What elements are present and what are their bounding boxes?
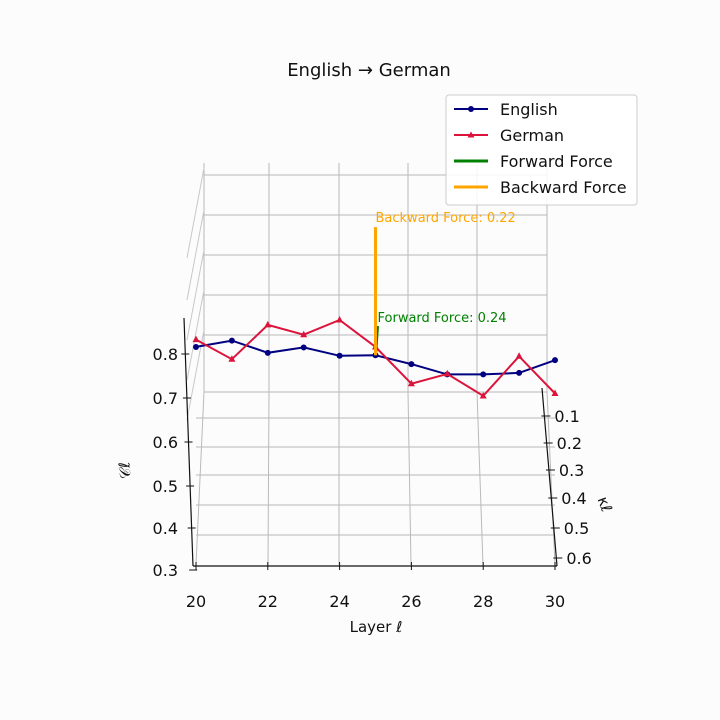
point-english-23 — [300, 344, 307, 351]
z-tick-label-0.7: 0.7 — [153, 389, 178, 408]
floor-grid-line-5 — [546, 391, 556, 566]
legend-label-backward-force: Backward Force — [500, 178, 627, 197]
point-english-29 — [516, 369, 523, 376]
x-tick-label-24: 24 — [329, 592, 349, 611]
point-english-21 — [228, 337, 235, 344]
x-axis-label: Layer ℓ — [350, 618, 403, 636]
legend-label-german: German — [500, 126, 564, 145]
point-english-22 — [264, 349, 271, 356]
y-tick-label-0.3: 0.3 — [559, 461, 584, 480]
point-german-20 — [192, 335, 200, 343]
x-tick-label-20: 20 — [186, 592, 206, 611]
legend-marker-english — [468, 106, 474, 112]
y-tick-label-0.2: 0.2 — [557, 434, 582, 453]
y-axis-label: κℓ — [594, 494, 616, 514]
legend-label-forward-force: Forward Force — [500, 152, 613, 171]
point-german-26 — [407, 379, 415, 387]
legend-box — [445, 94, 638, 206]
chart-ticks: 20 22 24 26 28 30 0.3 0.4 0.5 0.6 0.7 0.8 0.1 0.2 0.3 0… — [153, 345, 592, 611]
side-grid-line-3 — [186, 289, 205, 381]
x-tick-label-22: 22 — [258, 592, 278, 611]
point-german-30 — [551, 389, 559, 396]
z-axis-label: 𝒞ℓ — [115, 461, 134, 480]
legend-entry-backward-force: Backward Force — [454, 178, 627, 197]
floor-grid-line-0 — [195, 391, 205, 566]
z-tick-label-0.3: 0.3 — [153, 561, 178, 580]
force-vectors: Forward Force: 0.24 Backward Force: 0.22 — [374, 211, 516, 356]
side-grid-line-0 — [186, 167, 205, 259]
z-tick-label-0.4: 0.4 — [153, 519, 178, 538]
side-grid-line-1 — [186, 209, 205, 301]
point-german-27 — [443, 369, 451, 377]
backward-force-label: Backward Force: 0.22 — [376, 211, 516, 226]
chart-title: English → German — [287, 60, 451, 81]
legend-entry-german: German — [454, 126, 564, 145]
point-english-26 — [408, 361, 415, 368]
chart-legend: English German Forward Force Backward Fo… — [445, 94, 638, 206]
point-english-28 — [480, 371, 487, 378]
z-tick-label-0.6: 0.6 — [153, 433, 178, 452]
z-tick-label-0.8: 0.8 — [153, 345, 178, 364]
x-tick-label-28: 28 — [473, 592, 493, 611]
point-german-29 — [515, 352, 523, 359]
point-german-21 — [228, 355, 236, 362]
y-tick-label-0.1: 0.1 — [554, 407, 579, 426]
x-tick-label-30: 30 — [545, 592, 565, 611]
legend-label-english: English — [500, 100, 558, 119]
x-tick-label-26: 26 — [401, 592, 421, 611]
floor-grid-line-4 — [476, 391, 484, 566]
y-tick-label-0.5: 0.5 — [564, 519, 589, 538]
floor-grid-line-1 — [267, 391, 270, 566]
forward-force-label: Forward Force: 0.24 — [378, 311, 507, 326]
legend-marker-german — [467, 131, 475, 138]
point-german-22 — [264, 320, 272, 328]
y-axis-line — [541, 387, 558, 567]
floor-grid-line-3 — [407, 391, 412, 566]
legend-entry-forward-force: Forward Force — [454, 152, 613, 171]
y-tick-label-0.6: 0.6 — [566, 549, 591, 568]
y-tick-label-0.4: 0.4 — [561, 489, 586, 508]
side-grid-line-2 — [186, 249, 205, 341]
legend-entry-english: English — [454, 100, 558, 119]
point-german-28 — [479, 391, 487, 399]
point-german-24 — [336, 316, 344, 323]
point-german-23 — [300, 330, 308, 338]
point-english-20 — [193, 343, 199, 350]
z-tick-label-0.5: 0.5 — [153, 477, 178, 496]
point-english-24 — [336, 352, 343, 359]
point-english-30 — [552, 357, 558, 364]
